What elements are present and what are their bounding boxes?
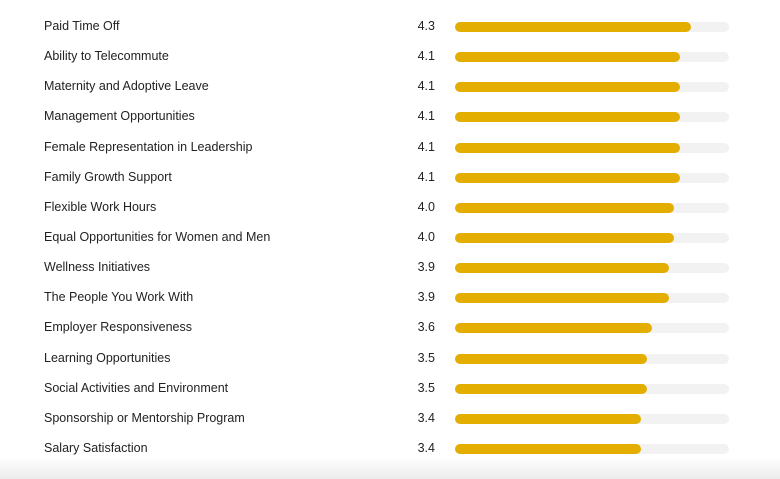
- rating-bar-track: [455, 353, 729, 364]
- rating-bar-fill: [455, 142, 680, 153]
- rating-row: Paid Time Off 4.3: [0, 12, 780, 42]
- rating-value: 4.3: [417, 19, 435, 33]
- rating-value: 3.9: [417, 260, 435, 275]
- rating-row: Family Growth Support 4.1: [0, 163, 780, 193]
- rating-value: 3.5: [417, 350, 435, 365]
- rating-bar-fill: [455, 413, 642, 424]
- rating-row: Equal Opportunities for Women and Men 4.…: [0, 223, 780, 253]
- rating-label: Paid Time Off: [44, 19, 120, 33]
- rating-row: Salary Satisfaction 3.4: [0, 434, 780, 464]
- rating-bar-fill: [455, 443, 642, 454]
- rating-bar-track: [455, 142, 729, 153]
- rating-label: Ability to Telecommute: [44, 49, 169, 64]
- rating-value: 3.4: [417, 440, 435, 455]
- rating-bar-track: [455, 112, 729, 123]
- rating-row: Management Opportunities 4.1: [0, 102, 780, 132]
- rating-label: Learning Opportunities: [44, 350, 171, 365]
- rating-bar-track: [455, 202, 729, 213]
- rating-row: The People You Work With 3.9: [0, 283, 780, 313]
- rating-value: 4.0: [417, 199, 435, 214]
- rating-bar-fill: [455, 232, 675, 243]
- rating-row: Ability to Telecommute 4.1: [0, 42, 780, 72]
- rating-bar-fill: [455, 52, 680, 63]
- rating-value: 4.1: [417, 109, 435, 124]
- rating-value: 3.4: [417, 410, 435, 425]
- rating-row: Employer Responsiveness 3.6: [0, 313, 780, 343]
- rating-label: Equal Opportunities for Women and Men: [44, 229, 271, 244]
- rating-bar-fill: [455, 383, 647, 394]
- rating-bar-fill: [455, 353, 647, 364]
- rating-value: 3.9: [417, 290, 435, 305]
- rating-bar-fill: [455, 263, 669, 274]
- rating-bar-track: [455, 293, 729, 304]
- rating-value: 4.1: [417, 139, 435, 154]
- rating-bar-track: [455, 413, 729, 424]
- rating-value: 3.5: [417, 380, 435, 395]
- rating-label: Family Growth Support: [44, 169, 172, 184]
- rating-label: Employer Responsiveness: [44, 320, 192, 335]
- rating-label: Maternity and Adoptive Leave: [44, 79, 209, 94]
- rating-bar-track: [455, 172, 729, 183]
- rating-label: Sponsorship or Mentorship Program: [44, 410, 245, 425]
- rating-label: Wellness Initiatives: [44, 260, 151, 275]
- rating-bar-fill: [455, 22, 691, 32]
- rating-bar-fill: [455, 323, 653, 334]
- rating-row: Maternity and Adoptive Leave 4.1: [0, 72, 780, 102]
- rating-label: Social Activities and Environment: [44, 380, 229, 395]
- rating-bar-track: [455, 22, 729, 32]
- rating-bar-fill: [455, 82, 680, 93]
- rating-bar-track: [455, 263, 729, 274]
- ratings-list: Paid Time Off 4.3 Ability to Telecommute…: [0, 12, 780, 464]
- rating-bar-track: [455, 232, 729, 243]
- rating-label: Management Opportunities: [44, 109, 195, 124]
- rating-value: 4.1: [417, 169, 435, 184]
- rating-value: 4.1: [417, 79, 435, 94]
- rating-label: The People You Work With: [44, 290, 194, 305]
- rating-label: Female Representation in Leadership: [44, 139, 253, 154]
- rating-label: Salary Satisfaction: [44, 440, 148, 455]
- rating-row: Flexible Work Hours 4.0: [0, 193, 780, 223]
- rating-value: 3.6: [417, 320, 435, 335]
- rating-row: Wellness Initiatives 3.9: [0, 253, 780, 283]
- rating-row: Social Activities and Environment 3.5: [0, 374, 780, 404]
- rating-value: 4.1: [417, 49, 435, 64]
- rating-bar-fill: [455, 293, 669, 304]
- rating-bar-fill: [455, 202, 675, 213]
- rating-bar-track: [455, 82, 729, 93]
- rating-bar-track: [455, 323, 729, 334]
- rating-bar-fill: [455, 172, 680, 183]
- rating-bar-track: [455, 383, 729, 394]
- rating-row: Female Representation in Leadership 4.1: [0, 133, 780, 163]
- rating-bar-track: [455, 443, 729, 454]
- rating-bar-track: [455, 52, 729, 63]
- rating-row: Sponsorship or Mentorship Program 3.4: [0, 404, 780, 434]
- rating-value: 4.0: [417, 229, 435, 244]
- bottom-shadow: [0, 457, 780, 479]
- rating-row: Learning Opportunities 3.5: [0, 344, 780, 374]
- rating-bar-fill: [455, 112, 680, 123]
- rating-label: Flexible Work Hours: [44, 199, 157, 214]
